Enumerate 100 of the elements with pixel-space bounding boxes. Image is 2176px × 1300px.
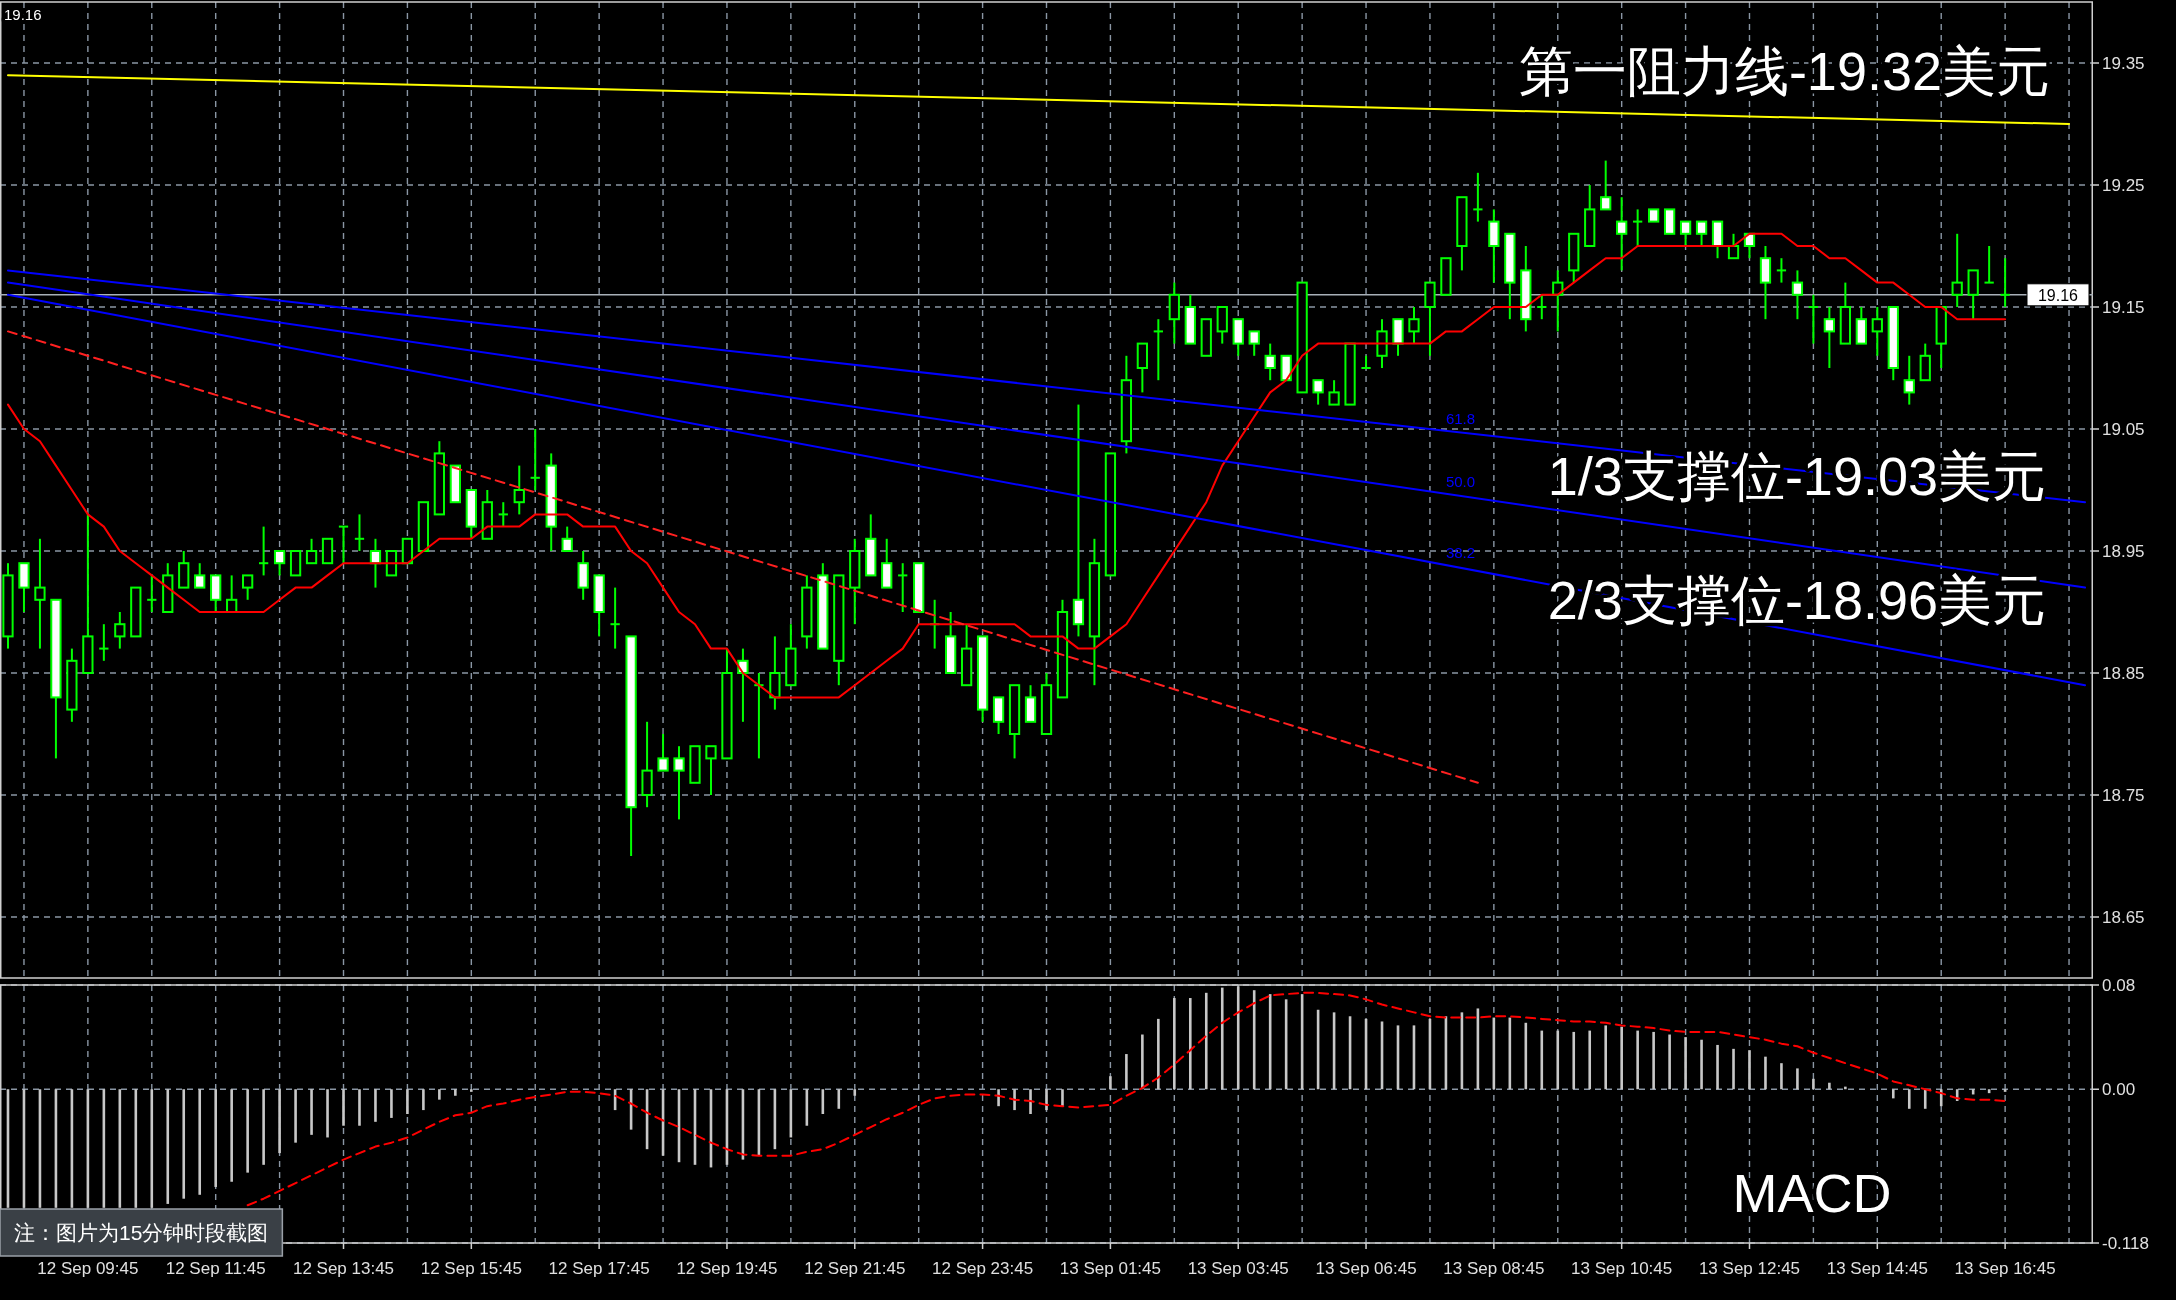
x-tick-label: 13 Sep 12:45: [1698, 1259, 1801, 1278]
annotation: 19.16: [4, 6, 42, 23]
bar: [1125, 1054, 1128, 1090]
bar: [358, 1089, 361, 1126]
bar: [406, 1089, 409, 1114]
candlestick: [1983, 245, 1995, 284]
bar: [1045, 1089, 1048, 1111]
candlestick: [1871, 306, 1883, 357]
candlestick: [1600, 159, 1612, 211]
candlestick: [1775, 257, 1788, 284]
candlestick: [1248, 330, 1260, 357]
bar: [853, 1089, 857, 1096]
candlestick: [1616, 196, 1628, 272]
annotation: MACD: [1732, 1163, 1892, 1223]
candlestick: [1408, 306, 1420, 345]
bar: [470, 1089, 473, 1092]
bar: [1907, 1089, 1911, 1109]
y-tick-label: 0.08: [2102, 976, 2136, 995]
bar: [390, 1089, 393, 1118]
bar: [1748, 1050, 1751, 1090]
candlestick: [497, 501, 509, 528]
bar: [342, 1089, 345, 1126]
candlestick: [1152, 318, 1164, 382]
candlestick: [1679, 220, 1692, 247]
bar: [262, 1089, 265, 1165]
candlestick: [673, 745, 685, 821]
x-tick-label: 13 Sep 03:45: [1187, 1259, 1289, 1278]
annotation: 第一阻力线-19.32美元: [1518, 41, 2050, 101]
bar: [1668, 1034, 1671, 1090]
x-tick-label: 13 Sep 10:45: [1571, 1259, 1673, 1278]
series-label: 50.0: [1445, 472, 1476, 490]
bar: [150, 1089, 154, 1208]
bar: [326, 1089, 329, 1138]
candlestick: [897, 562, 909, 613]
series-label: 61.8: [1445, 409, 1476, 427]
candlestick: [305, 537, 318, 565]
bar: [214, 1089, 217, 1187]
bar: [1716, 1044, 1719, 1090]
y-tick-label: 18.65: [2102, 908, 2145, 927]
bar: [182, 1089, 186, 1199]
bar: [1252, 990, 1256, 1090]
bar: [1204, 992, 1208, 1090]
bar: [837, 1089, 841, 1109]
candlestick: [1999, 257, 2011, 308]
candlestick: [1072, 403, 1085, 638]
annotation: 注：图片为15分钟时段截图: [14, 1221, 269, 1244]
bar: [294, 1089, 297, 1143]
y-tick-label: 18.85: [2102, 664, 2145, 683]
bar: [1636, 1030, 1639, 1090]
candlestick: [194, 562, 206, 589]
candlestick: [657, 733, 669, 772]
y-tick-label: 19.15: [2102, 298, 2145, 317]
bar: [1652, 1031, 1655, 1090]
bar: [1188, 998, 1192, 1090]
bar: [1732, 1048, 1735, 1090]
bar: [278, 1089, 281, 1154]
bar: [1780, 1063, 1783, 1090]
x-tick-label: 12 Sep 19:45: [676, 1259, 778, 1278]
candlestick: [1360, 354, 1372, 369]
candlestick: [273, 550, 286, 577]
bar: [454, 1089, 457, 1096]
bar: [1812, 1078, 1815, 1090]
candlestick: [513, 464, 525, 516]
bar: [1029, 1089, 1032, 1114]
bar: [1796, 1068, 1799, 1090]
candlestick: [98, 623, 110, 662]
candlestick: [34, 537, 46, 650]
bar: [1556, 1030, 1560, 1090]
candlestick: [561, 525, 573, 552]
bar: [1923, 1089, 1927, 1109]
bar: [1764, 1056, 1767, 1090]
bar: [166, 1089, 170, 1204]
y-tick-label: 18.75: [2102, 786, 2145, 805]
bar: [1828, 1082, 1831, 1090]
bar: [1173, 998, 1176, 1090]
bar: [1891, 1089, 1895, 1099]
x-tick-label: 13 Sep 08:45: [1443, 1259, 1545, 1278]
x-tick-label: 13 Sep 14:45: [1826, 1259, 1928, 1278]
candlestick: [1536, 293, 1548, 321]
candlestick: [1472, 171, 1484, 223]
candlestick: [529, 428, 541, 491]
candlestick: [1791, 269, 1804, 321]
candlestick: [1903, 354, 1915, 406]
bar: [198, 1089, 202, 1195]
bar: [1572, 1031, 1576, 1090]
bar: [1620, 1026, 1623, 1090]
x-tick-label: 13 Sep 06:45: [1315, 1259, 1417, 1278]
bar: [1684, 1037, 1687, 1090]
bar: [246, 1089, 249, 1173]
candlestick: [114, 611, 126, 650]
bar: [1220, 987, 1224, 1090]
candlestick: [1823, 306, 1836, 369]
bar: [1604, 1025, 1607, 1090]
candlestick: [1264, 342, 1276, 382]
bar: [1588, 1030, 1592, 1090]
bar: [1061, 1089, 1064, 1107]
candlestick: [609, 586, 621, 650]
x-tick-label: 13 Sep 01:45: [1059, 1259, 1161, 1278]
bar: [1109, 1076, 1112, 1090]
y-tick-label: 19.25: [2102, 176, 2145, 195]
